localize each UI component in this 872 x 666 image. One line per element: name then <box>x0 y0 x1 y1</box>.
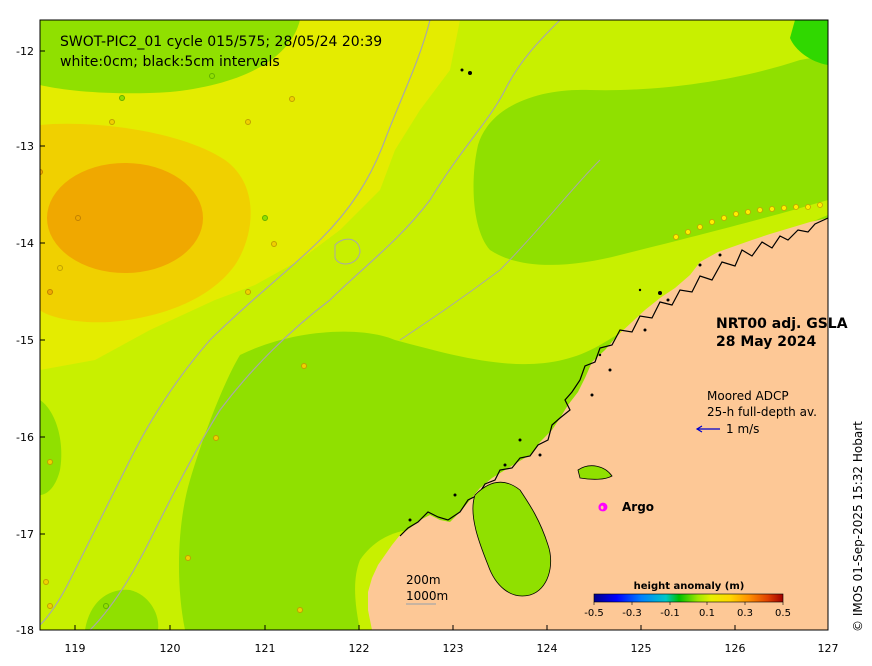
y-tick-label: -13 <box>16 140 34 153</box>
x-tick-label: 119 <box>65 642 86 655</box>
y-tick-label: -15 <box>16 334 34 347</box>
anomaly-orange-core <box>47 163 203 273</box>
inlet-small <box>577 465 613 480</box>
observation-dots <box>40 73 307 613</box>
credit-text: © IMOS 01-Sep-2025 15:32 Hobart <box>851 421 865 632</box>
adcp-legend-title: Moored ADCP <box>707 389 789 403</box>
x-tick-label: 122 <box>349 642 370 655</box>
x-tick-label: 124 <box>537 642 558 655</box>
y-tick-label: -17 <box>16 528 34 541</box>
anomaly-green-bottom-left <box>85 589 159 630</box>
isobath-200m <box>89 20 561 630</box>
colorbar-tick: -0.1 <box>660 608 680 619</box>
inlet-green <box>472 481 552 597</box>
colorbar-tick: 0.3 <box>737 608 753 619</box>
map-title-line2: white:0cm; black:5cm intervals <box>60 54 280 70</box>
colorbar-tick: 0.1 <box>699 608 715 619</box>
colorbar-tick: 0.5 <box>775 608 791 619</box>
colorbar-gradient <box>593 593 784 603</box>
colorbar-tick: -0.5 <box>584 608 604 619</box>
y-tick-label: -12 <box>16 45 34 58</box>
anomaly-green-top-right <box>473 55 828 265</box>
x-axis-labels: 119 120 121 122 123 124 125 126 127 <box>65 642 839 655</box>
argo-legend-label: Argo <box>622 500 654 514</box>
argo-legend-marker: o <box>598 500 606 514</box>
y-tick-label: -16 <box>16 431 34 444</box>
product-date: 28 May 2024 <box>716 334 817 350</box>
x-tick-label: 127 <box>818 642 839 655</box>
x-tick-label: 126 <box>725 642 746 655</box>
colorbar: height anomaly (m) -0.5 -0.3 -0.1 0.1 0.… <box>584 581 791 619</box>
isobath-1000m <box>40 20 431 626</box>
swot-track-dots <box>673 202 823 240</box>
plot-area <box>40 20 828 630</box>
x-tick-label: 121 <box>255 642 276 655</box>
anomaly-green-left <box>40 400 62 495</box>
depth-200-label: 200m <box>406 573 441 587</box>
adcp-scale-arrow <box>695 425 720 433</box>
argo-marker <box>598 502 608 512</box>
colorbar-title: height anomaly (m) <box>634 581 745 592</box>
x-tick-label: 120 <box>160 642 181 655</box>
map-title-line1: SWOT-PIC2_01 cycle 015/575; 28/05/24 20:… <box>60 34 382 50</box>
anomaly-dark-green-corner <box>790 20 828 65</box>
isobath-shelf <box>399 159 601 341</box>
x-tick-label: 125 <box>631 642 652 655</box>
plot-frame <box>39 19 829 631</box>
isobath-bank <box>334 238 361 265</box>
depth-1000-label: 1000m <box>406 589 448 603</box>
x-tick-label: 123 <box>443 642 464 655</box>
y-axis-labels: -12 -13 -14 -15 -16 -17 -18 <box>16 45 34 637</box>
coastal-islands <box>408 68 722 522</box>
adcp-legend-subtitle: 25-h full-depth av. <box>707 405 817 419</box>
adcp-scale-label: 1 m/s <box>726 422 759 436</box>
product-label: NRT00 adj. GSLA <box>716 316 848 332</box>
axis-ticks <box>40 50 829 630</box>
y-tick-label: -18 <box>16 624 34 637</box>
anomaly-green-top-left <box>40 20 300 94</box>
colorbar-tick: -0.3 <box>622 608 642 619</box>
y-tick-label: -14 <box>16 237 34 250</box>
